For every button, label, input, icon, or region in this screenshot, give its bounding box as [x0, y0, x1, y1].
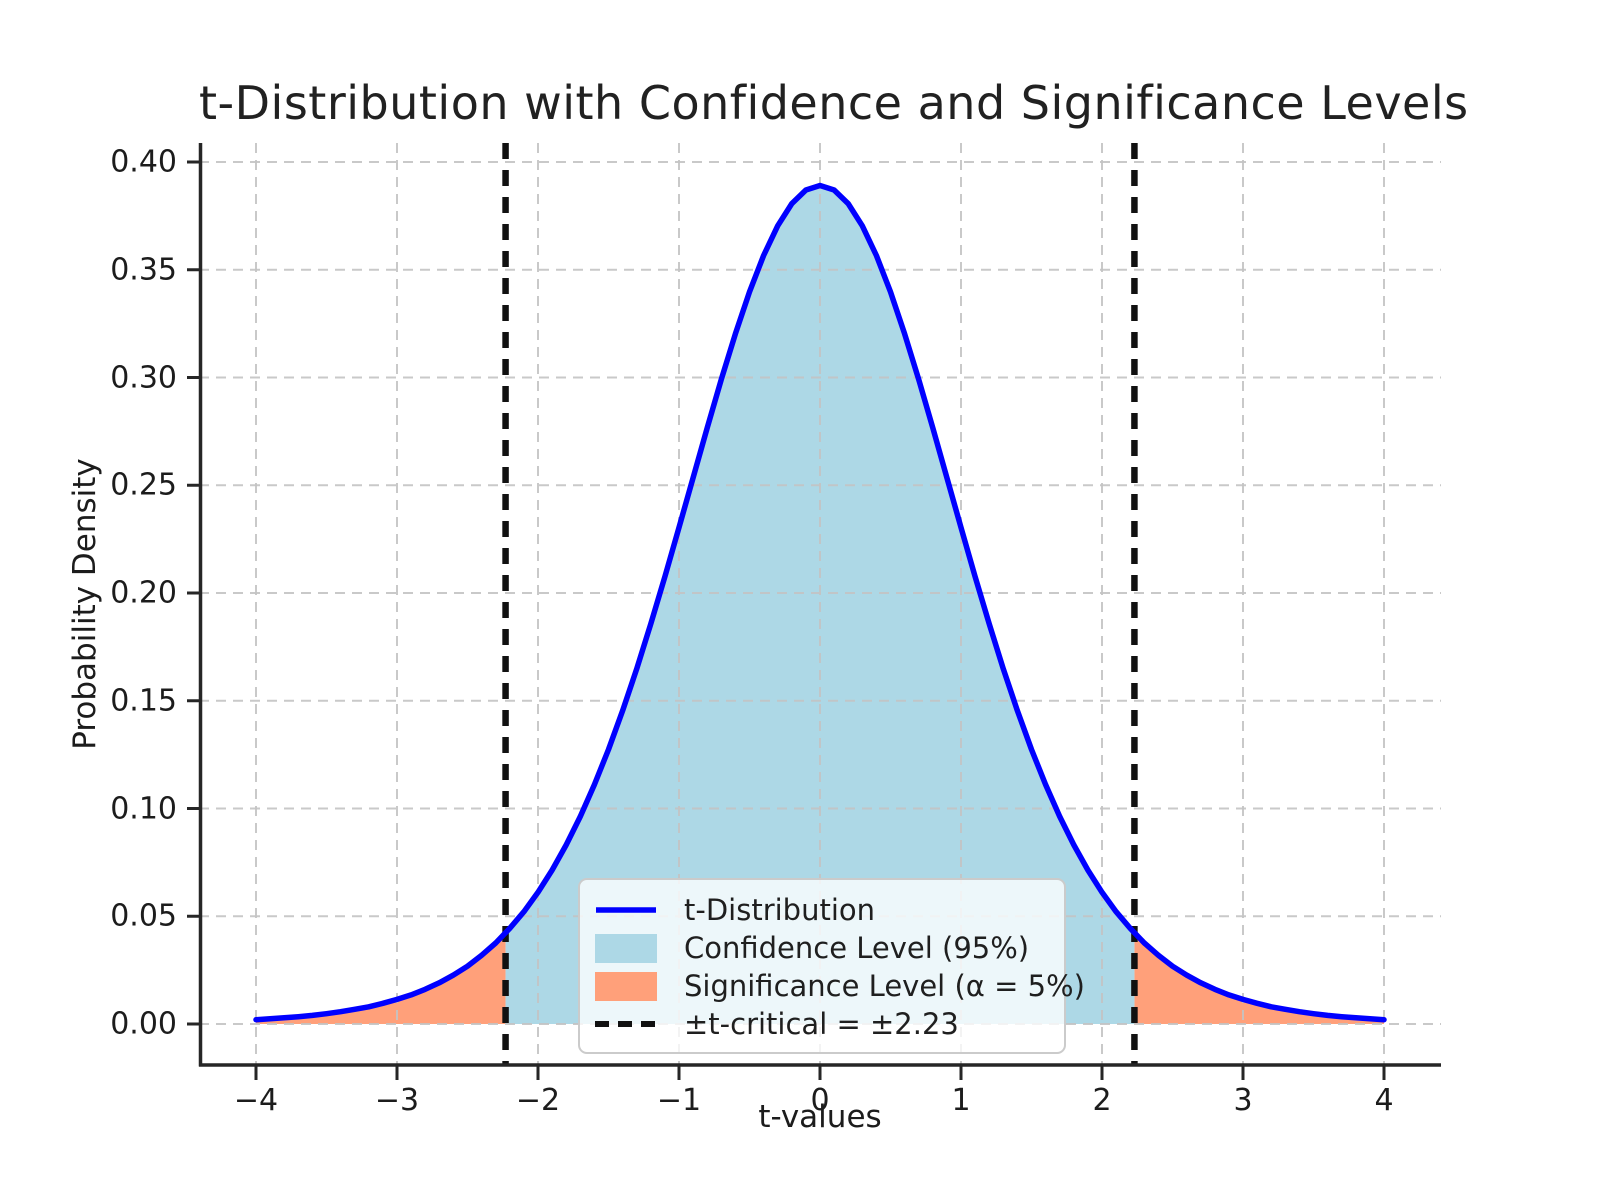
- legend-item-significance: Significance Level (α = 5%): [595, 968, 1085, 1004]
- significance-fill-right: [1134, 932, 1384, 1024]
- x-tick-label: 1: [951, 1083, 971, 1118]
- legend-label: Significance Level (α = 5%): [684, 969, 1085, 1003]
- legend-item-t-critical: ±t-critical = ±2.23: [595, 1006, 1048, 1042]
- y-tick-label: 0.35: [110, 252, 177, 288]
- significance-patch-icon: [595, 971, 657, 1001]
- legend-label: Confidence Level (95%): [684, 931, 1030, 965]
- legend-label: ±t-critical = ±2.23: [684, 1007, 959, 1041]
- y-tick-label: 0.10: [110, 791, 177, 826]
- y-tick-label: 0.15: [110, 683, 177, 719]
- legend-item-t-distribution: t-Distribution: [595, 892, 1048, 928]
- x-tick-label: −1: [656, 1083, 702, 1118]
- chart-title: t-Distribution with Confidence and Signi…: [199, 76, 1469, 130]
- x-tick-label: 3: [1233, 1083, 1253, 1118]
- y-tick-label: 0.00: [110, 1006, 177, 1042]
- y-tick-label: 0.40: [110, 144, 177, 180]
- legend: t-Distribution Confidence Level (95%) Si…: [578, 878, 1085, 1054]
- x-tick-label: −4: [233, 1083, 279, 1118]
- y-tick-label: 0.25: [110, 467, 177, 503]
- significance-fill-left: [256, 932, 506, 1024]
- y-tick-label: 0.20: [110, 575, 177, 611]
- x-axis-label: t-values: [758, 1099, 882, 1135]
- x-tick-label: −3: [374, 1083, 420, 1118]
- x-tick-label: 0: [810, 1083, 830, 1118]
- x-tick-label: 2: [1092, 1083, 1112, 1118]
- x-tick-label: −2: [515, 1083, 561, 1118]
- x-tick-label: 4: [1374, 1083, 1394, 1118]
- t-distribution-curve: [253, 182, 1387, 1023]
- dashed-line-swatch-icon: [595, 1019, 657, 1029]
- y-tick-label: 0.05: [110, 898, 177, 934]
- legend-item-confidence: Confidence Level (95%): [595, 930, 1048, 966]
- y-axis-label: Probability Density: [67, 458, 103, 750]
- y-tick-label: 0.30: [110, 360, 177, 395]
- confidence-patch-icon: [595, 933, 657, 963]
- legend-label: t-Distribution: [684, 893, 876, 927]
- line-swatch-icon: [595, 905, 657, 915]
